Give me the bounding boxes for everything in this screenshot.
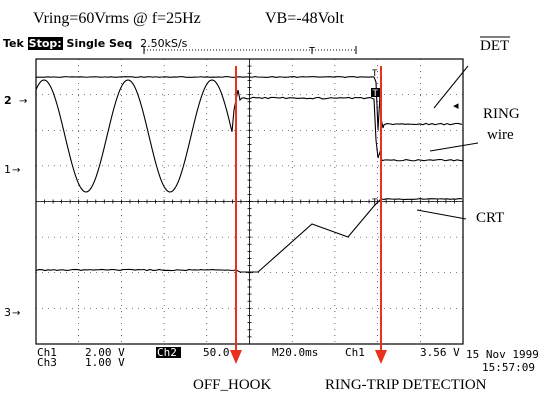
ch3-marker-arrow: → [12, 308, 20, 319]
trigger-marker-top: T [372, 69, 378, 79]
ch3-scale: 1.00 V [85, 356, 125, 369]
trace-det [36, 77, 462, 130]
label-off-hook: OFF_HOOK [193, 377, 272, 393]
trigger-position-marker: T [309, 46, 315, 57]
trigger-source-readout: Ch1 [345, 346, 365, 359]
annotation-leaders [417, 66, 478, 219]
trace-crt [36, 199, 462, 272]
graticule-axes [36, 59, 463, 344]
trigger-marker-box-label: T [373, 89, 379, 99]
ch2-scale: 50.0 [203, 346, 230, 359]
ch2-marker: 2 [4, 94, 12, 107]
time-readout: 15:57:09 [482, 361, 535, 374]
trigger-level-readout: 3.56 V [420, 346, 460, 359]
ch3-marker: 3 [4, 306, 11, 319]
label-det: DET [480, 38, 509, 54]
label-crt: CRT [476, 210, 504, 226]
timebase-readout: M20.0ms [272, 346, 318, 359]
ch1-marker-arrow: → [12, 165, 20, 176]
label-ring-trip: RING-TRIP DETECTION [325, 377, 487, 393]
ch3-label: Ch3 [37, 356, 57, 369]
ch2-readout-label: Ch2 [157, 346, 177, 359]
ch1-marker: 1 [4, 163, 11, 176]
label-wire: wire [487, 127, 514, 143]
record-bracket [144, 46, 356, 54]
ch2-marker-arrow: → [19, 96, 27, 107]
trigger-level-arrow: ◂ [453, 99, 459, 112]
trigger-marker-crt: T [372, 198, 378, 208]
off-hook-marker-arrow [230, 66, 242, 364]
date-readout: 15 Nov 1999 [466, 348, 539, 361]
label-ring: RING [483, 106, 520, 122]
